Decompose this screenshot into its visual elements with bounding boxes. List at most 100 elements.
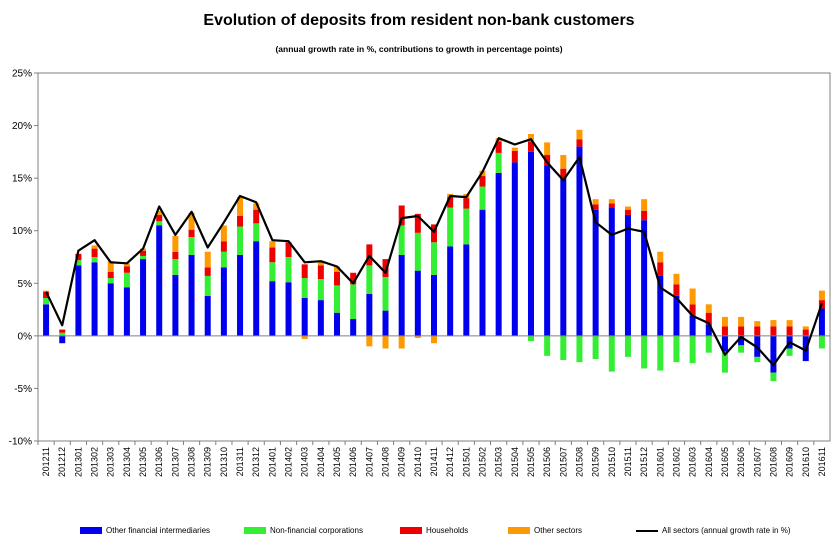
bar-segment xyxy=(317,261,324,266)
bar-segment xyxy=(107,283,114,336)
bar-segment xyxy=(350,284,357,320)
bar-segment xyxy=(705,304,712,313)
bar-segment xyxy=(738,345,745,353)
bar-segment xyxy=(495,152,502,173)
bar-segment xyxy=(398,254,405,336)
bar-segment xyxy=(301,298,308,336)
x-tick-label: 201605 xyxy=(720,447,730,477)
bar-segment xyxy=(59,335,66,344)
bar-segment xyxy=(140,250,147,256)
x-tick-label: 201311 xyxy=(235,447,245,476)
bar-segment xyxy=(220,251,227,268)
x-tick-label: 201504 xyxy=(510,447,520,477)
x-tick-label: 201308 xyxy=(187,447,197,477)
y-tick-label: 25% xyxy=(12,69,32,80)
y-tick-label: 0% xyxy=(18,331,33,342)
bar-segment xyxy=(172,235,179,252)
bar-segment xyxy=(75,260,82,266)
bar-segment xyxy=(818,335,825,349)
bar-segment xyxy=(802,329,809,336)
bar-segment xyxy=(366,293,373,336)
bar-segment xyxy=(463,208,470,245)
bar-segment xyxy=(156,221,163,226)
x-tick-label: 201512 xyxy=(639,447,649,477)
bar-segment xyxy=(576,335,583,363)
x-tick-label: 201408 xyxy=(381,447,391,477)
legend-label: Other sectors xyxy=(534,526,583,535)
bar-segment xyxy=(334,266,341,272)
legend-label: Households xyxy=(426,526,469,535)
x-tick-label: 201607 xyxy=(752,447,762,477)
bar-segment xyxy=(398,335,405,349)
x-tick-label: 201405 xyxy=(332,447,342,477)
x-tick-label: 201412 xyxy=(445,447,455,477)
bar-segment xyxy=(657,251,664,263)
x-tick-label: 201212 xyxy=(57,447,67,477)
bar-segment xyxy=(75,253,82,261)
x-tick-label: 201508 xyxy=(574,447,584,477)
bar-segment xyxy=(738,335,745,346)
bar-segment xyxy=(414,335,421,338)
bar-segment xyxy=(608,199,615,204)
bar-segment xyxy=(43,298,50,305)
x-tick-label: 201406 xyxy=(348,447,358,477)
bar-segment xyxy=(447,207,454,247)
bar-segment xyxy=(253,203,260,210)
bar-segment xyxy=(576,129,583,140)
bar-segment xyxy=(91,262,98,336)
bar-segment xyxy=(641,335,648,369)
bar-segment xyxy=(544,335,551,356)
bar-segment xyxy=(689,315,696,336)
bar-segment xyxy=(269,281,276,336)
bar-segment xyxy=(59,329,66,333)
bar-segment xyxy=(641,199,648,211)
bar-segment xyxy=(172,251,179,260)
bar-segment xyxy=(140,255,147,260)
x-tick-label: 201511 xyxy=(623,447,633,476)
bar-segment xyxy=(576,146,583,336)
bar-segment xyxy=(511,147,518,151)
x-tick-label: 201606 xyxy=(736,447,746,477)
x-tick-label: 201305 xyxy=(138,447,148,477)
legend-item: Non-financial corporations xyxy=(244,526,363,535)
legend-swatch xyxy=(508,527,530,534)
bar-segment xyxy=(123,272,130,288)
bar-segment xyxy=(431,274,437,336)
y-tick-label: 15% xyxy=(12,174,32,185)
x-tick-label: 201407 xyxy=(364,447,374,477)
bar-segment xyxy=(253,241,260,336)
bar-segment xyxy=(414,232,421,271)
bar-segment xyxy=(269,262,276,282)
chart-title: Evolution of deposits from resident non-… xyxy=(203,12,635,29)
x-tick-label: 201306 xyxy=(154,447,164,477)
bar-segment xyxy=(107,278,114,284)
bar-segment xyxy=(75,265,82,336)
bar-segment xyxy=(269,241,276,248)
bar-segment xyxy=(253,223,260,242)
bar-segment xyxy=(818,290,825,301)
bar-segment xyxy=(91,248,98,257)
bar-segment xyxy=(237,254,244,336)
x-tick-label: 201503 xyxy=(494,447,504,477)
bar-segment xyxy=(172,274,179,336)
bar-segment xyxy=(414,270,421,336)
bar-segment xyxy=(43,304,50,336)
bar-segment xyxy=(237,197,244,216)
bar-segment xyxy=(334,285,341,313)
y-tick-label: -5% xyxy=(14,384,32,395)
bar-segment xyxy=(366,335,373,347)
bar-segment xyxy=(608,203,615,208)
bar-segment xyxy=(786,348,793,356)
bar-segment xyxy=(641,210,648,221)
x-tick-label: 201610 xyxy=(801,447,811,477)
bar-segment xyxy=(317,265,324,280)
bar-segment xyxy=(560,335,567,361)
bar-segment xyxy=(576,139,583,147)
bar-segment xyxy=(673,295,680,336)
bar-segment xyxy=(495,172,502,336)
bar-segment xyxy=(334,271,341,286)
bar-segment xyxy=(721,351,728,373)
bar-segment xyxy=(738,326,745,336)
bar-segment xyxy=(204,275,211,296)
